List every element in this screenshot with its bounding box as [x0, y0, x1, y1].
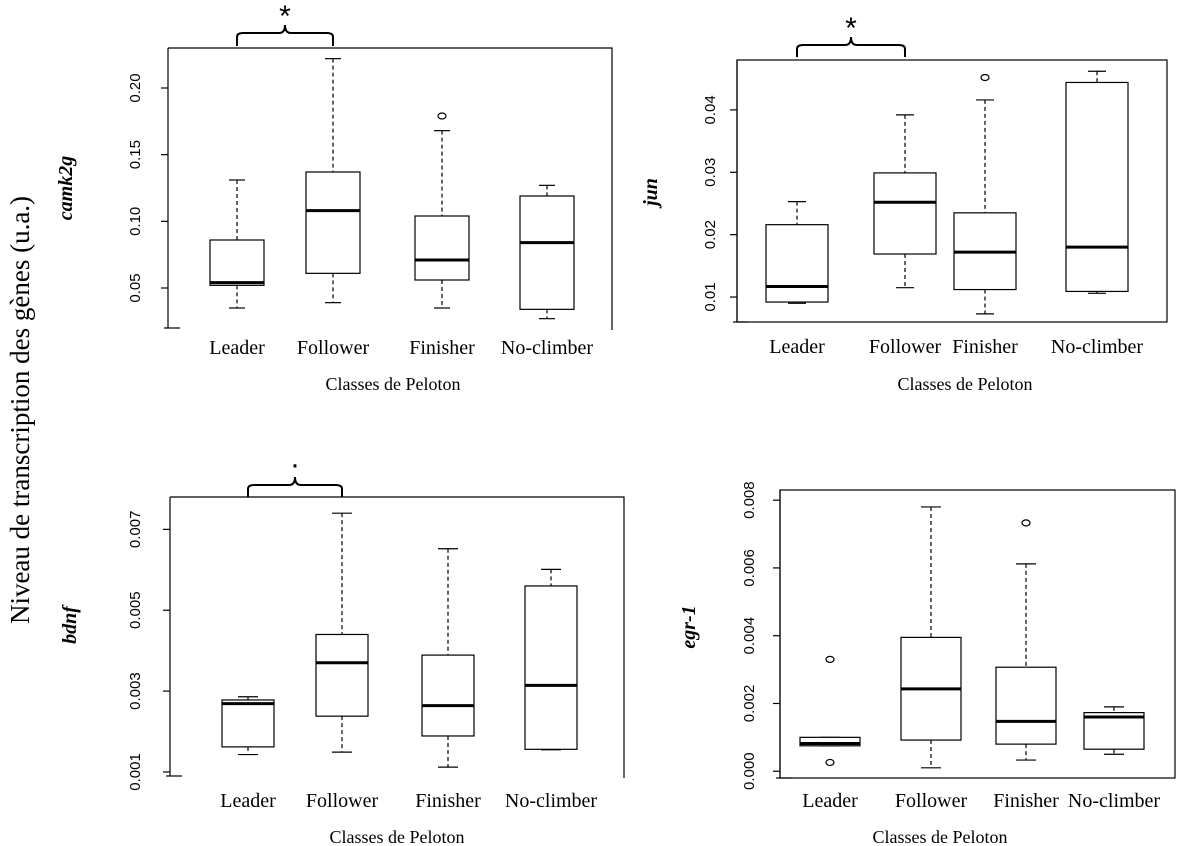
significance-bracket: [236, 24, 334, 46]
y-tick-label: 0.004: [741, 617, 758, 655]
box-no-climber: [1083, 706, 1145, 755]
x-tick-label: No-climber: [501, 337, 594, 359]
x-tick-label: Follower: [895, 790, 968, 812]
x-tick-label: No-climber: [505, 790, 598, 812]
box-follower: [900, 506, 962, 769]
y-tick-label: 0.006: [741, 549, 758, 587]
iqr-box: [221, 699, 275, 748]
iqr-box: [995, 666, 1057, 745]
box-finisher: [995, 519, 1057, 761]
iqr-box: [305, 171, 361, 274]
plot-frame: [168, 47, 613, 330]
y-axis-title: bdnf: [59, 604, 81, 644]
x-tick-label: Follower: [306, 790, 379, 812]
significance-bracket: [796, 36, 906, 57]
outlier-point: [825, 758, 835, 767]
box-follower: [305, 58, 361, 304]
y-tick-label: 0.007: [127, 511, 144, 549]
iqr-box: [414, 215, 470, 281]
iqr-box: [765, 224, 829, 303]
chart-panel-jun: 0.01 0.02 0.03 0.04 jun Leader Follower Finishe…: [640, 12, 1168, 394]
y-tick-label: 0.001: [127, 753, 144, 791]
y-tick-label: 0.03: [702, 158, 719, 187]
box-finisher: [421, 548, 475, 768]
significance-marker: *: [845, 12, 857, 45]
iqr-box: [1083, 712, 1145, 750]
x-tick-label: Follower: [297, 337, 370, 359]
iqr-box: [519, 195, 575, 310]
x-axis-title: Classes de Peloton: [898, 374, 1033, 394]
global-y-axis-title: Niveau de transcription des gènes (u.a.): [5, 196, 35, 624]
x-tick-label: No-climber: [1051, 336, 1144, 358]
iqr-box: [315, 633, 369, 717]
box-finisher: [953, 73, 1017, 315]
box-leader: [765, 201, 829, 304]
panels-container: 0.05 0.10 0.15 0.20 camk2g Leader Follower Fini…: [55, 0, 1176, 846]
box-no-climber: [519, 184, 575, 320]
box-leader: [209, 179, 265, 309]
y-axis-title: egr-1: [678, 605, 700, 648]
y-tick-label: 0.002: [741, 685, 758, 723]
box-follower: [873, 114, 937, 289]
y-tick-label: 0.20: [127, 73, 144, 102]
box-leader: [221, 696, 275, 756]
y-tick-label: 0.02: [702, 220, 719, 249]
chart-panel-egr-1: 0.000 0.002 0.004 0.006 0.008 egr-1 Leader Foll…: [678, 481, 1176, 846]
y-axis-title: jun: [640, 178, 662, 209]
significance-marker: *: [279, 0, 291, 33]
iqr-box: [873, 172, 937, 255]
y-tick-label: 0.008: [741, 481, 758, 519]
y-tick-label: 0.15: [127, 140, 144, 169]
iqr-box: [1065, 81, 1129, 293]
box-follower: [315, 512, 369, 753]
x-tick-label: Leader: [220, 790, 276, 812]
outlier-point: [437, 112, 447, 120]
y-tick-label: 0.10: [127, 207, 144, 236]
plot-frame: [170, 496, 625, 778]
box-no-climber: [1065, 70, 1129, 294]
x-tick-label: Leader: [802, 790, 858, 812]
significance-marker: ·: [290, 448, 300, 481]
chart-panel-camk2g: 0.05 0.10 0.15 0.20 camk2g Leader Follower Fini…: [55, 0, 613, 394]
outlier-point: [1021, 519, 1031, 527]
x-axis-title: Classes de Peloton: [873, 827, 1008, 846]
box-no-climber: [524, 568, 578, 751]
y-tick-label: 0.04: [702, 95, 719, 124]
x-tick-label: Leader: [209, 337, 265, 359]
iqr-box: [524, 585, 578, 750]
y-tick-label: 0.05: [127, 273, 144, 302]
y-tick-label: 0.005: [127, 591, 144, 629]
x-axis-title: Classes de Peloton: [326, 374, 461, 394]
box-leader: [799, 655, 861, 767]
chart-panel-bdnf: 0.001 0.003 0.005 0.007 bdnf Leader Follower Fi…: [59, 448, 625, 846]
x-tick-label: Leader: [769, 336, 825, 358]
x-tick-label: Finisher: [409, 337, 475, 359]
iqr-box: [209, 239, 265, 286]
box-finisher: [414, 112, 470, 309]
x-tick-label: Follower: [869, 336, 942, 358]
y-tick-label: 0.01: [702, 282, 719, 311]
x-tick-label: Finisher: [952, 336, 1018, 358]
y-tick-label: 0.000: [741, 752, 758, 790]
y-axis-title: camk2g: [55, 156, 77, 220]
x-tick-label: No-climber: [1068, 790, 1161, 812]
x-tick-label: Finisher: [993, 790, 1059, 812]
significance-bracket: [247, 476, 343, 497]
y-tick-label: 0.003: [127, 672, 144, 710]
outlier-point: [825, 655, 835, 664]
x-axis-title: Classes de Peloton: [330, 827, 465, 846]
outlier-point: [980, 73, 990, 82]
iqr-box: [799, 736, 861, 747]
iqr-box: [421, 654, 475, 737]
x-tick-label: Finisher: [415, 790, 481, 812]
